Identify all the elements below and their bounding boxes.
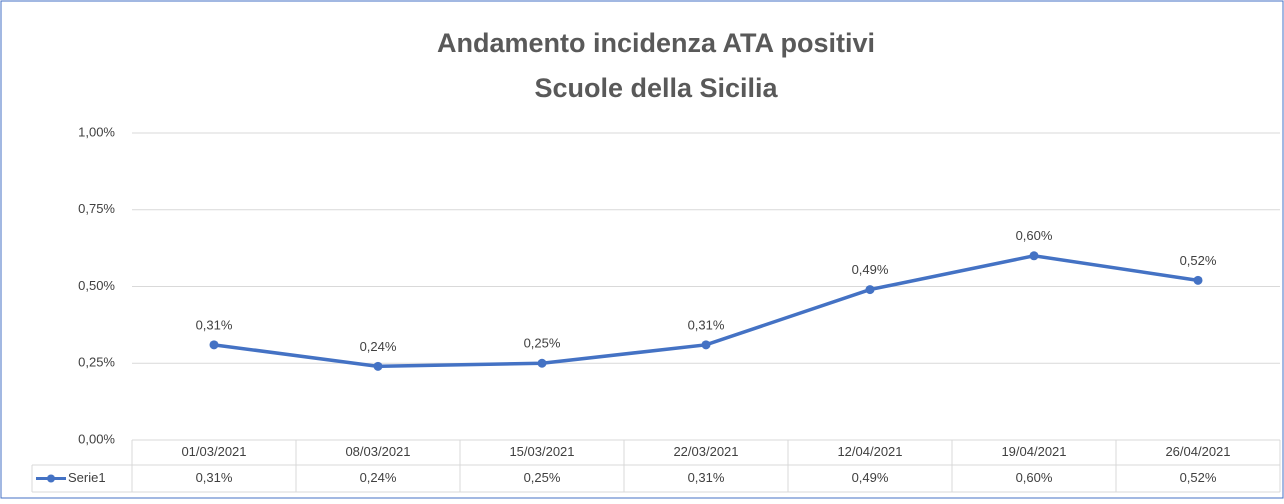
chart-title: Andamento incidenza ATA positivi [437,28,875,58]
x-tick-label: 22/03/2021 [673,444,738,459]
data-label: 0,24% [360,339,397,354]
data-label: 0,60% [1016,228,1053,243]
point [373,361,383,371]
y-tick-label: 0,50% [78,278,115,293]
x-tick-label: 26/04/2021 [1165,444,1230,459]
x-tick-label: 08/03/2021 [345,444,410,459]
point [1029,251,1039,261]
table-value: 0,31% [196,470,233,485]
chart-subtitle: Scuole della Sicilia [534,73,778,103]
y-tick-label: 1,00% [78,124,115,139]
point [209,340,219,350]
y-tick-label: 0,00% [78,431,115,446]
data-label: 0,25% [524,336,561,351]
x-tick-label: 15/03/2021 [509,444,574,459]
point [1193,275,1203,285]
x-tick-label: 01/03/2021 [181,444,246,459]
table-value: 0,49% [852,470,889,485]
data-label: 0,52% [1180,253,1217,268]
x-tick-label: 19/04/2021 [1001,444,1066,459]
legend-key [47,474,55,483]
point [865,285,875,295]
x-tick-label: 12/04/2021 [837,444,902,459]
point [537,358,547,368]
table-value: 0,25% [524,470,561,485]
y-tick-label: 0,75% [78,201,115,216]
table-value: 0,24% [360,470,397,485]
data-label: 0,31% [688,317,725,332]
data-label: 0,31% [196,317,233,332]
legend-label: Serie1 [68,470,106,485]
table-value: 0,60% [1016,470,1053,485]
y-tick-label: 0,25% [78,355,115,370]
point [701,340,711,350]
table-value: 0,52% [1180,470,1217,485]
data-label: 0,49% [852,262,889,277]
table-value: 0,31% [688,470,725,485]
